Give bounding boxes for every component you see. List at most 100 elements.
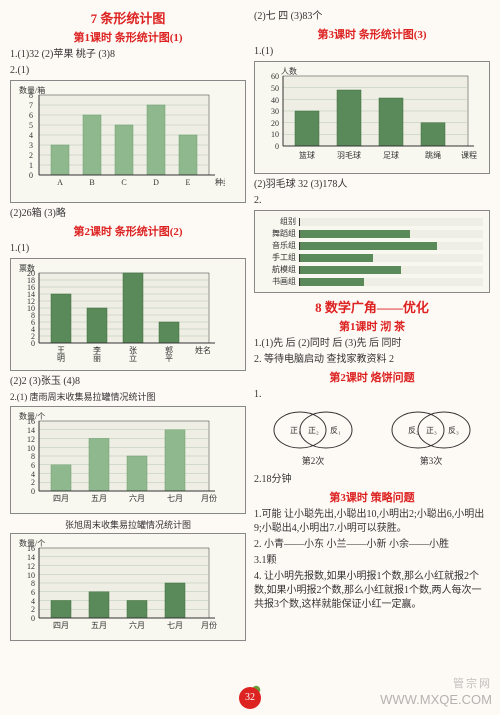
unit8-title: 8 数学广角——优化 (254, 297, 490, 316)
l-q1c: (2)2 (3)张玉 (4)8 (10, 375, 246, 389)
r-q1b: (2)羽毛球 32 (3)178人 (254, 178, 490, 192)
svg-text:16: 16 (27, 417, 35, 426)
svg-text:3: 3 (29, 141, 33, 150)
s-q4: 4. 让小明先报数,如果小明报1个数,那么小红就报2个数,如果小明报2个数,那么… (254, 570, 490, 612)
svg-text:8: 8 (29, 91, 33, 100)
svg-text:60: 60 (271, 72, 279, 81)
svg-text:足球: 足球 (383, 150, 399, 160)
svg-text:6: 6 (31, 588, 35, 597)
svg-text:羽毛球: 羽毛球 (337, 150, 361, 160)
svg-text:平: 平 (165, 354, 173, 363)
svg-text:0: 0 (29, 171, 33, 180)
svg-text:篮球: 篮球 (299, 150, 315, 160)
svg-text:正₃: 正₃ (426, 426, 437, 435)
svg-text:6: 6 (31, 461, 35, 470)
svg-text:B: B (89, 178, 94, 187)
svg-text:A: A (57, 178, 63, 187)
svg-text:四月: 四月 (53, 494, 69, 503)
l-q2: 2.(1) (10, 64, 246, 78)
svg-text:六月: 六月 (129, 620, 145, 630)
r-top: (2)七 四 (3)83个 (254, 10, 490, 24)
watermark: WWW.MXQE.COM (380, 692, 492, 707)
chart3-box: 数量/个 16 14 12 10 8 6 4 2 0 (10, 406, 246, 514)
svg-text:六月: 六月 (129, 493, 145, 503)
l-q1b: 1.(1) (10, 242, 246, 256)
svg-text:课程: 课程 (461, 151, 477, 160)
svg-text:4: 4 (29, 131, 33, 140)
svg-text:2: 2 (31, 605, 35, 614)
svg-text:30: 30 (271, 107, 279, 116)
chart2-svg: 票数 20 18 16 14 12 10 8 6 4 2 0 (15, 263, 225, 363)
page-number: 32 (239, 687, 261, 709)
s-q3: 3.1颗 (254, 554, 490, 568)
svg-text:5: 5 (29, 121, 33, 130)
chart4-box: 数量/个 16 14 12 10 8 6 4 2 0 (10, 533, 246, 641)
l-q1: 1.(1)32 (2)苹果 桃子 (3)8 (10, 48, 246, 62)
svg-text:1: 1 (29, 161, 33, 170)
svg-text:月份: 月份 (201, 493, 217, 503)
u8-q2: 2. 等待电脑启动 查找家教资料 2 (254, 353, 490, 367)
r-q2: 2. (254, 194, 490, 208)
u8-q2b: 2.18分钟 (254, 473, 490, 487)
venn-q: 1. (254, 388, 490, 402)
chart5-box: 人数 60 50 40 30 20 10 0 篮球 羽毛球 (254, 61, 490, 174)
unit7-title: 7 条形统计图 (10, 8, 246, 27)
svg-text:12: 12 (27, 562, 35, 571)
svg-text:E: E (186, 178, 191, 187)
svg-text:0: 0 (31, 487, 35, 496)
svg-text:10: 10 (271, 130, 279, 139)
svg-text:明: 明 (57, 354, 65, 363)
lesson1-title: 第1课时 条形统计图(1) (10, 29, 246, 45)
svg-text:7: 7 (29, 101, 33, 110)
svg-text:0: 0 (31, 339, 35, 348)
svg-text:40: 40 (271, 96, 279, 105)
r-q1: 1.(1) (254, 45, 490, 59)
svg-text:12: 12 (27, 435, 35, 444)
svg-text:正₂: 正₂ (308, 426, 319, 435)
svg-text:2: 2 (31, 478, 35, 487)
svg-text:四月: 四月 (53, 621, 69, 630)
chart5-svg: 人数 60 50 40 30 20 10 0 篮球 羽毛球 (259, 66, 479, 166)
svg-text:6: 6 (29, 111, 33, 120)
svg-text:正₁: 正₁ (290, 426, 301, 435)
svg-text:七月: 七月 (167, 494, 183, 503)
svg-text:50: 50 (271, 84, 279, 93)
svg-text:8: 8 (31, 452, 35, 461)
hbar-box: 组别 舞蹈组 音乐组 手工组 航模组 书画组 (254, 210, 490, 293)
lesson1b-title: 第1课时 沏 茶 (254, 318, 490, 334)
svg-text:五月: 五月 (91, 621, 107, 630)
chart1-box: 数量/箱 7 6 5 4 3 2 1 0 8 (10, 80, 246, 203)
chart3-svg: 数量/个 16 14 12 10 8 6 4 2 0 (15, 411, 225, 506)
chart2-box: 票数 20 18 16 14 12 10 8 6 4 2 0 (10, 258, 246, 371)
lesson2b-title: 第2课时 烙饼问题 (254, 369, 490, 385)
l-q2b: (2)26箱 (3)略 (10, 207, 246, 221)
chart4-svg: 数量/个 16 14 12 10 8 6 4 2 0 (15, 538, 225, 633)
left-column: 7 条形统计图 第1课时 条形统计图(1) 1.(1)32 (2)苹果 桃子 (… (10, 8, 246, 645)
svg-text:七月: 七月 (167, 621, 183, 630)
svg-text:14: 14 (27, 426, 35, 435)
l-q2c: 2.(1) 唐雨周末收集易拉罐情况统计图 (10, 391, 246, 404)
svg-text:14: 14 (27, 553, 35, 562)
svg-text:16: 16 (27, 544, 35, 553)
svg-text:0: 0 (31, 614, 35, 623)
svg-text:2: 2 (29, 151, 33, 160)
s-q2: 2. 小青——小东 小兰——小新 小余——小胜 (254, 538, 490, 552)
lesson3-title: 第3课时 条形统计图(3) (254, 26, 490, 42)
lesson3b-title: 第3课时 策略问题 (254, 489, 490, 505)
u8-q1: 1.(1)先 后 (2)同时 后 (3)先 后 同时 (254, 337, 490, 351)
s-q1: 1.可能 让小聪先出,小聪出10,小明出2;小聪出6,小明出9;小聪出4,小明出… (254, 508, 490, 536)
venn-diagram: 正₁ 反₁ 正₂ 第2次 反₂ 反₃ 正₃ 第3次 (254, 408, 490, 467)
svg-text:C: C (121, 178, 126, 187)
svg-text:反₁: 反₁ (330, 425, 341, 435)
svg-text:20: 20 (271, 119, 279, 128)
svg-text:反₂: 反₂ (408, 425, 419, 435)
svg-text:种类: 种类 (215, 177, 225, 187)
svg-text:丽: 丽 (93, 354, 101, 363)
right-column: (2)七 四 (3)83个 第3课时 条形统计图(3) 1.(1) 人数 60 … (254, 8, 490, 645)
svg-text:8: 8 (31, 579, 35, 588)
watermark-top: 管宗网 (453, 675, 492, 691)
svg-text:月份: 月份 (201, 620, 217, 630)
chart3b-title: 张旭周末收集易拉罐情况统计图 (10, 518, 246, 531)
svg-text:五月: 五月 (91, 494, 107, 503)
svg-text:D: D (153, 178, 159, 187)
